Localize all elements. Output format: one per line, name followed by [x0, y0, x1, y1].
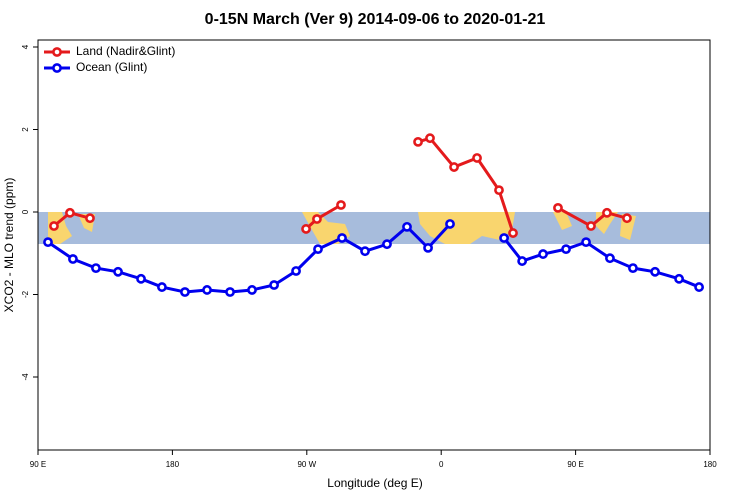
y-tick-label: 0	[21, 209, 30, 214]
land-patch	[553, 212, 636, 240]
data-point	[674, 273, 684, 284]
data-point	[586, 221, 596, 231]
data-point	[602, 207, 612, 218]
legend-marker	[52, 47, 62, 57]
data-point	[605, 253, 615, 264]
data-point	[313, 244, 323, 255]
y-tick-label: 2	[21, 127, 30, 132]
data-point	[312, 214, 322, 224]
data-point	[336, 200, 346, 210]
data-point	[445, 219, 455, 229]
data-point	[269, 280, 279, 290]
data-point	[413, 136, 423, 147]
data-point	[628, 263, 638, 273]
data-point	[402, 221, 412, 232]
x-tick-label: 180	[166, 460, 180, 469]
data-point	[650, 266, 660, 277]
data-point	[291, 266, 301, 276]
data-point	[561, 244, 571, 255]
data-point	[472, 153, 482, 163]
data-point	[65, 207, 75, 218]
y-tick-label: -2	[21, 290, 30, 298]
data-point	[517, 256, 528, 266]
data-point	[425, 133, 435, 144]
legend: Land (Nadir&Glint) Ocean (Glint)	[44, 44, 175, 74]
legend-label: Land (Nadir&Glint)	[76, 44, 175, 58]
y-tick-label: -4	[21, 373, 30, 381]
data-point	[202, 285, 212, 295]
data-point	[494, 185, 504, 196]
plot-frame	[37, 39, 711, 451]
data-point	[382, 239, 392, 250]
data-point	[91, 263, 101, 273]
data-point	[49, 221, 59, 231]
data-point	[301, 224, 311, 234]
x-axis-label: Longitude (deg E)	[327, 476, 422, 490]
data-point	[553, 202, 563, 213]
x-tick-label: 90 W	[297, 460, 316, 469]
data-point	[337, 233, 347, 243]
x-tick-label: 0	[439, 460, 444, 469]
data-point	[85, 213, 95, 224]
chart-title: 0-15N March (Ver 9) 2014-09-06 to 2020-0…	[205, 11, 546, 28]
y-tick-label: 4	[21, 44, 30, 49]
data-point	[136, 273, 146, 284]
data-point	[499, 233, 509, 243]
x-tick-label: 90 E	[30, 460, 46, 469]
data-point	[360, 246, 370, 257]
legend-label: Ocean (Glint)	[76, 60, 147, 74]
legend-marker	[52, 63, 62, 73]
land-patch	[418, 212, 515, 244]
data-point	[247, 285, 257, 295]
data-point	[180, 287, 190, 297]
data-point	[68, 254, 78, 264]
data-point	[538, 249, 548, 259]
data-point	[43, 237, 53, 248]
data-point	[449, 162, 459, 172]
data-point	[694, 282, 704, 292]
data-point	[423, 242, 433, 253]
y-axis-label: XCO2 - MLO trend (ppm)	[2, 178, 16, 313]
x-tick-label: 180	[703, 460, 717, 469]
data-point	[157, 282, 167, 292]
data-point	[508, 228, 518, 238]
data-point	[225, 287, 235, 297]
data-point	[581, 237, 591, 248]
x-tick-label: 90 E	[567, 460, 583, 469]
data-point	[113, 266, 123, 277]
data-point	[622, 213, 632, 224]
